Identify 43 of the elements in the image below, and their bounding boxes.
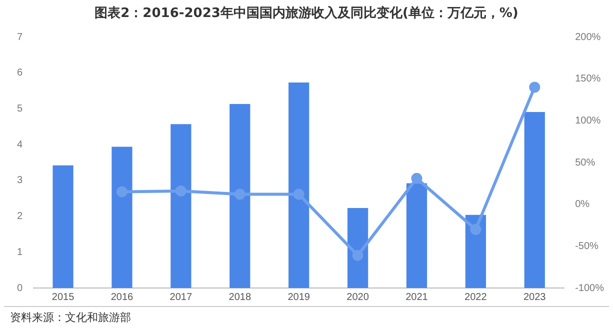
bar: [288, 82, 310, 288]
y2-tick-label: -50%: [575, 240, 599, 252]
x-tick-label: 2022: [464, 292, 488, 303]
point: [470, 224, 482, 235]
y2-tick-label: 100%: [575, 115, 601, 126]
y-tick-label: 6: [17, 68, 23, 79]
bar: [230, 104, 250, 288]
point: [234, 188, 246, 200]
bar: [406, 183, 428, 288]
x-tick-label: 2018: [228, 292, 252, 303]
x-tick-label: 2020: [346, 292, 370, 303]
point: [411, 172, 422, 184]
bar: [52, 165, 74, 288]
point: [293, 188, 304, 200]
x-tick-label: 2023: [523, 292, 546, 303]
y-tick-label: 4: [17, 139, 23, 150]
x-tick-label: 2015: [52, 292, 75, 303]
x-tick-label: 2017: [170, 292, 192, 303]
bar: [524, 112, 545, 288]
y2-tick-label: 200%: [575, 32, 601, 43]
y2-tick-label: -100%: [575, 282, 604, 294]
y-tick-label: 2: [17, 211, 23, 222]
point: [116, 186, 128, 198]
y2-tick-label: 0%: [575, 199, 590, 210]
y-tick-label: 3: [17, 175, 23, 186]
chart-title: 图表2：2016-2023年中国国内旅游收入及同比变化(单位：万亿元，%): [94, 4, 520, 23]
x-tick-label: 2019: [288, 292, 310, 303]
y-tick-label: 7: [17, 32, 23, 43]
point: [529, 82, 540, 93]
y-tick-label: 1: [17, 246, 23, 258]
point: [175, 185, 186, 196]
text: 资料来源：文化和旅游部: [4, 306, 609, 325]
bar: [112, 146, 132, 288]
y-tick-label: 0: [17, 282, 23, 294]
y2-tick-label: 150%: [575, 74, 601, 85]
x-tick-label: 2021: [406, 292, 428, 303]
point: [352, 250, 364, 261]
x-tick-label: 2016: [110, 292, 134, 303]
bar: [347, 208, 368, 288]
bar: [465, 214, 486, 288]
y-tick-label: 5: [17, 103, 23, 114]
y2-tick-label: 50%: [575, 157, 596, 168]
bar: [170, 124, 192, 288]
